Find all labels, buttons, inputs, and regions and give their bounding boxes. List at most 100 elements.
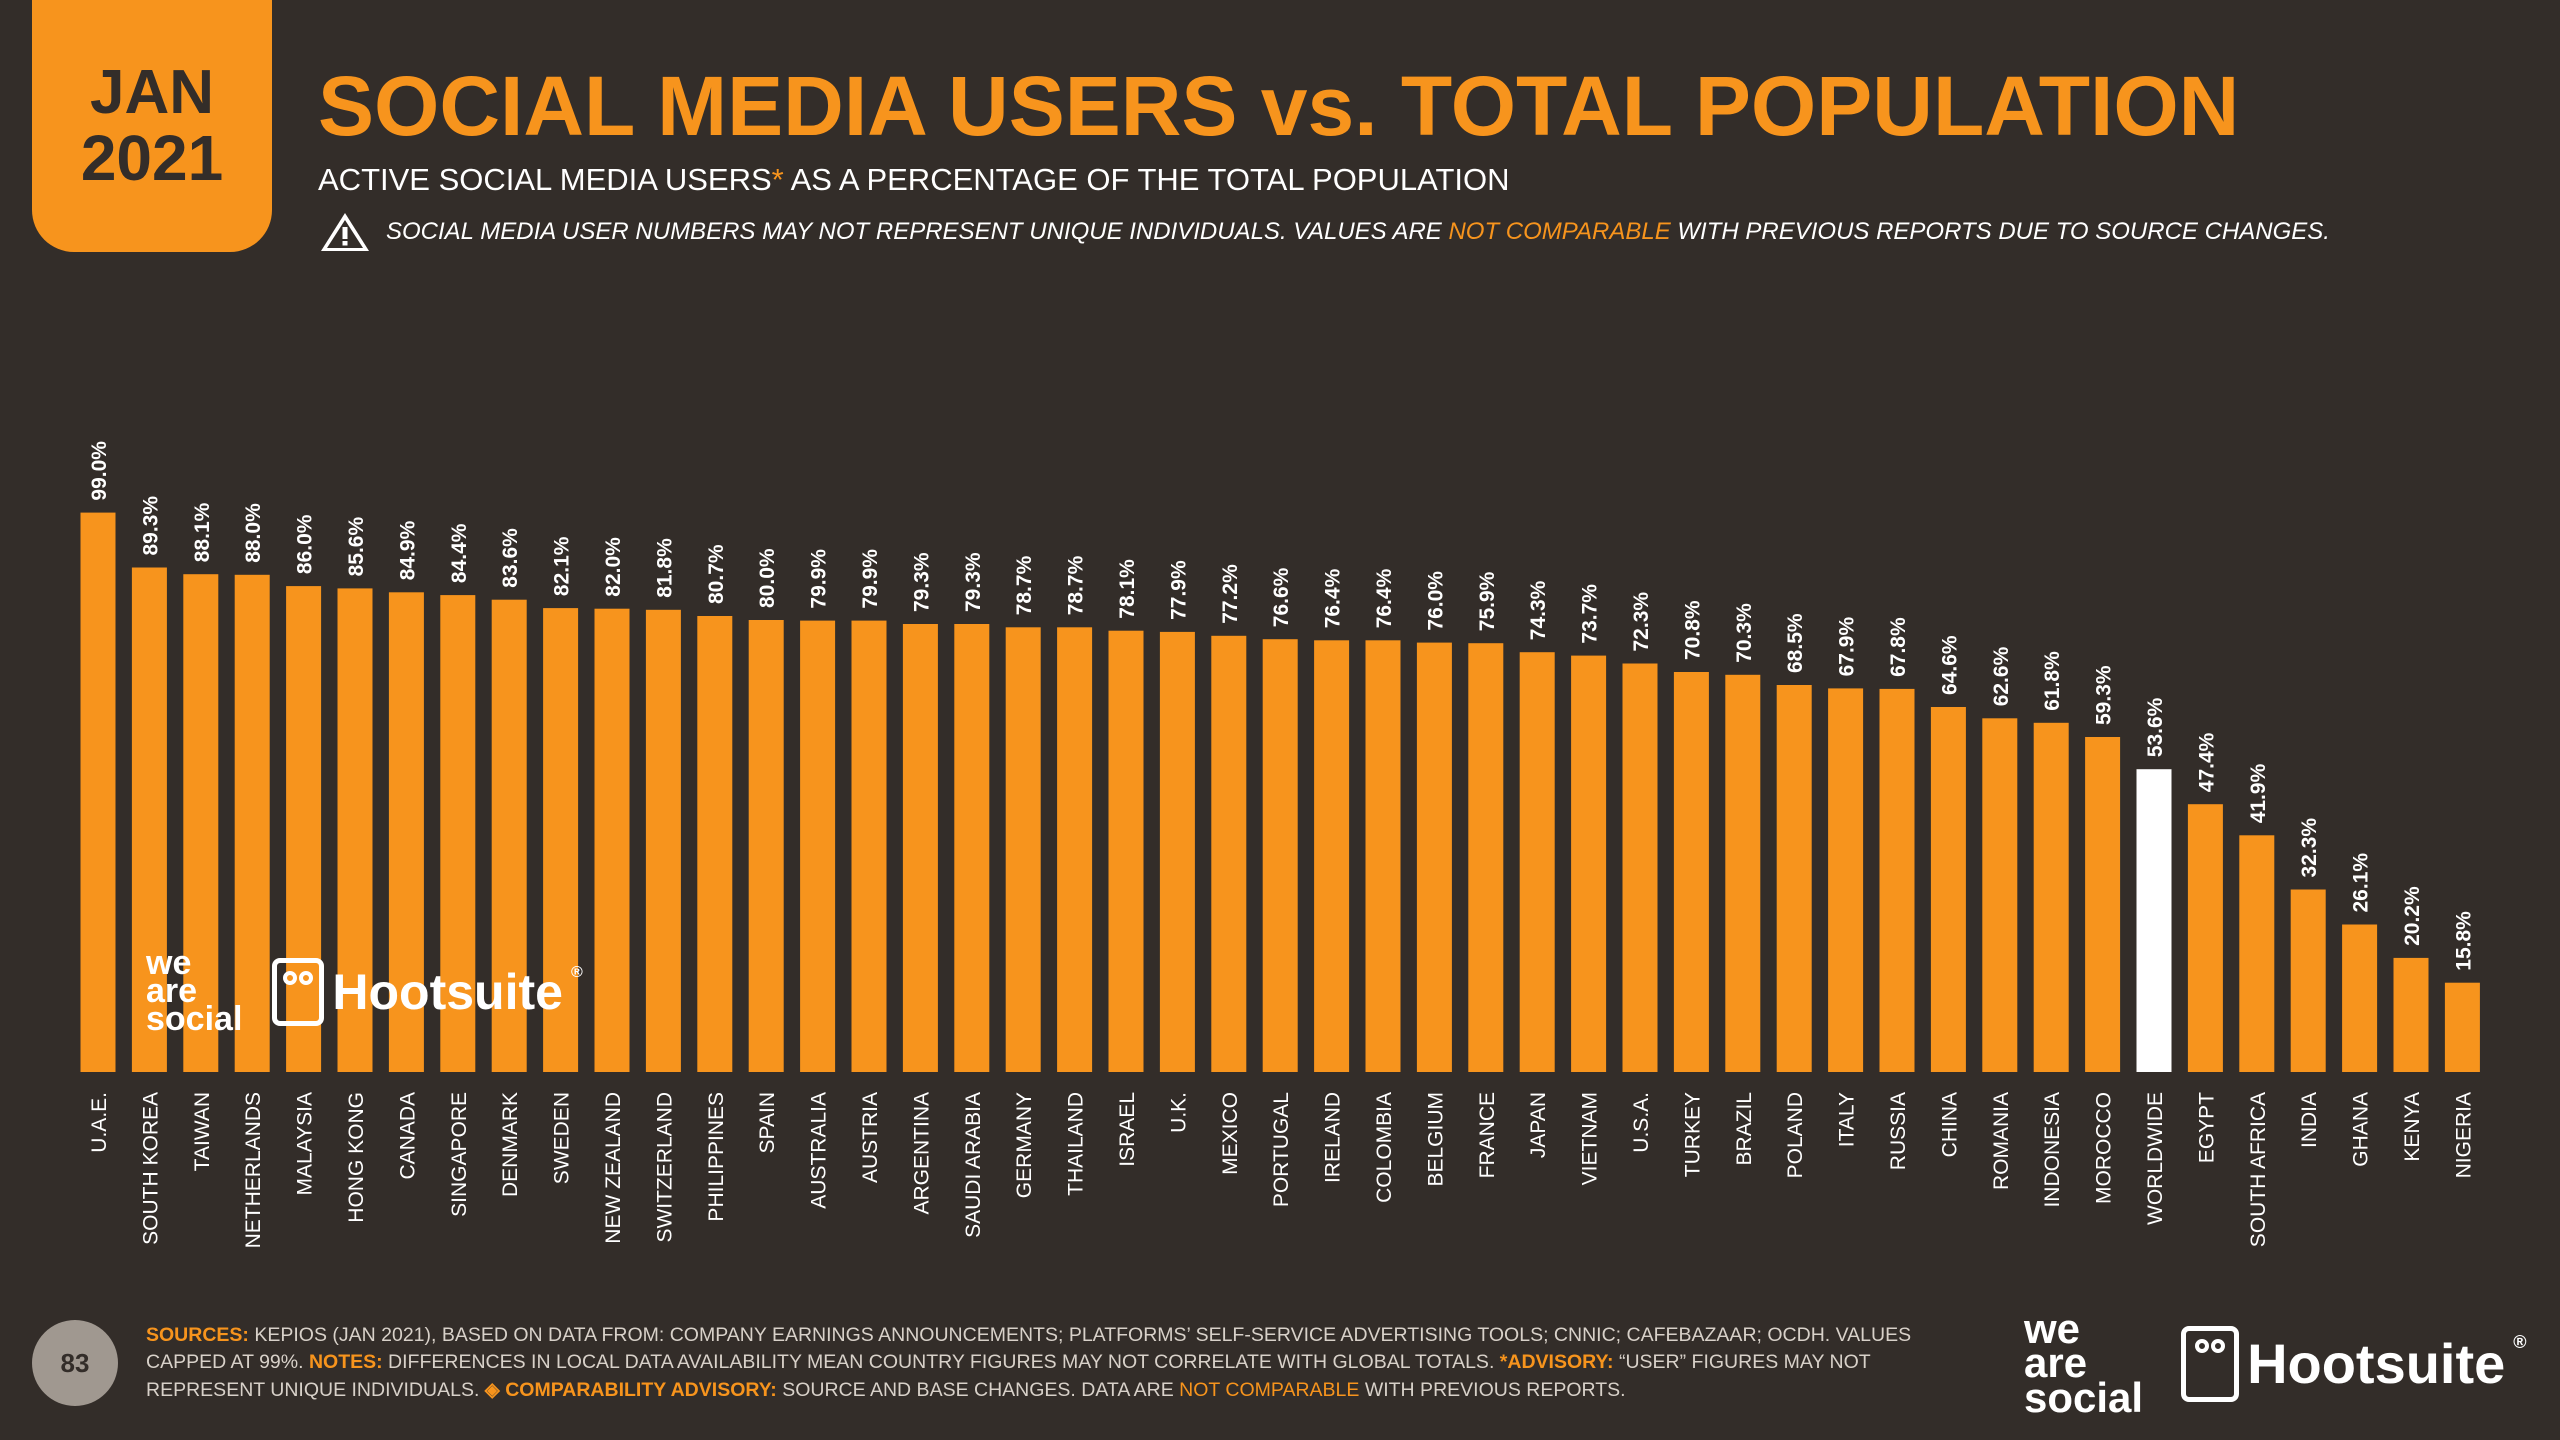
warning-text: SOCIAL MEDIA USER NUMBERS MAY NOT REPRES… [386,218,2330,245]
value-label: 15.8% [2452,911,2475,971]
value-label: 82.1% [551,536,574,596]
bar-india [2290,889,2326,1072]
footer-logos: we are social Hootsuite ® [2024,1305,2527,1421]
we-are-social-footer-logo: we are social [2024,1305,2144,1421]
page-number: 83 [32,1320,118,1406]
category-label: SWITZERLAND [653,1092,676,1243]
value-label: 67.8% [1887,617,1910,677]
category-label: FRANCE [1476,1092,1499,1178]
bar-italy [1828,688,1864,1072]
bar-romania [1982,718,2018,1072]
value-label: 76.4% [1322,568,1345,628]
category-label: GHANA [2350,1092,2373,1167]
value-label: 80.7% [705,544,728,604]
value-label: 61.8% [2041,651,2064,711]
category-label: SPAIN [756,1092,779,1153]
value-label: 32.3% [2298,818,2321,878]
value-label: 88.1% [191,502,214,562]
bar-saudi-arabia [954,624,990,1072]
value-label: 64.6% [1938,635,1961,695]
category-label: EGYPT [2195,1092,2218,1163]
category-label: NEW ZEALAND [602,1092,625,1244]
category-label: AUSTRALIA [808,1092,831,1209]
value-label: 77.9% [1167,560,1190,620]
value-label: 78.7% [1065,555,1088,615]
category-label: CHINA [1938,1092,1961,1157]
value-label: 26.1% [2350,853,2373,913]
category-label: BELGIUM [1424,1092,1447,1187]
category-label: INDONESIA [2041,1092,2064,1208]
value-label: 77.2% [1219,564,1242,624]
bar-hong-kong [337,588,373,1072]
warning-note: SOCIAL MEDIA USER NUMBERS MAY NOT REPRES… [318,210,2330,254]
value-label: 85.6% [345,517,368,577]
category-label: GERMANY [1013,1092,1036,1198]
hootsuite-logo: Hootsuite ® [272,957,583,1026]
owl-footer-icon [2181,1325,2240,1402]
value-label: 53.6% [2144,697,2167,757]
bar-brazil [1725,674,1761,1072]
category-label: ITALY [1836,1092,1859,1147]
category-label: SOUTH AFRICA [2247,1092,2270,1247]
bar-malaysia [286,586,322,1072]
category-label: BRAZIL [1733,1092,1756,1166]
category-label: U.A.E. [88,1092,111,1153]
value-label: 76.0% [1424,571,1447,631]
bar-canada [388,592,424,1072]
category-label: MALAYSIA [294,1092,317,1195]
bar-kenya [2393,957,2429,1072]
category-label: TAIWAN [191,1092,214,1171]
value-label: 79.3% [910,552,933,612]
value-label: 83.6% [499,528,522,588]
bar-russia [1879,688,1915,1072]
bar-chart: 99.0% U.A.E. 89.3% SOUTH KOREA 88.1% TAIWAN 88… [80,441,2480,1248]
category-label: WORLDWIDE [2144,1092,2167,1225]
bar-thailand [1057,627,1093,1072]
value-label: 82.0% [602,537,625,597]
value-label: 84.9% [396,520,419,580]
value-label: 88.0% [242,503,265,563]
category-label: JAPAN [1527,1092,1550,1158]
bar-mexico [1211,635,1247,1072]
bar-south-korea [131,567,167,1072]
bar-denmark [491,599,527,1072]
bar-switzerland [645,609,681,1072]
category-label: MOROCCO [2093,1092,2116,1204]
category-label: TURKEY [1681,1092,1704,1177]
warning-highlight: NOT COMPARABLE [1448,218,1671,245]
category-label: THAILAND [1065,1092,1088,1196]
subtitle-rest: AS A PERCENTAGE OF THE TOTAL POPULATION [783,162,1510,197]
bar-france [1468,643,1504,1072]
category-label: POLAND [1784,1092,1807,1178]
bar-sweden [543,608,579,1072]
value-label: 79.9% [859,549,882,609]
bar-netherlands [234,574,270,1072]
category-label: ISRAEL [1116,1092,1139,1167]
value-label: 73.7% [1579,584,1602,644]
category-label: DENMARK [499,1092,522,1197]
bar-turkey [1673,672,1709,1072]
category-label: INDIA [2298,1092,2321,1148]
bar-belgium [1416,642,1452,1072]
bar-philippines [697,616,733,1072]
bar-germany [1005,627,1041,1072]
value-label: 86.0% [294,514,317,574]
category-label: U.K. [1167,1092,1190,1133]
value-label: 80.0% [756,548,779,608]
bar-u-a-e [80,512,116,1072]
category-label: HONG KONG [345,1092,368,1223]
value-label: 70.3% [1733,603,1756,663]
category-label: NIGERIA [2452,1092,2475,1178]
value-label: 72.3% [1630,592,1653,652]
we-are-social-logo: we are social [146,944,243,1038]
value-label: 75.9% [1476,571,1499,631]
bar-poland [1776,685,1812,1072]
sources-note: SOURCES: KEPIOS (JAN 2021), BASED ON DAT… [146,1324,1912,1401]
subtitle-main: ACTIVE SOCIAL MEDIA USERS [318,162,772,197]
value-label: 74.3% [1527,580,1550,640]
bar-south-africa [2239,835,2275,1072]
bar-u-s-a [1622,663,1658,1072]
category-label: KENYA [2401,1092,2424,1162]
value-label: 79.3% [962,552,985,612]
value-label: 67.9% [1836,617,1859,677]
